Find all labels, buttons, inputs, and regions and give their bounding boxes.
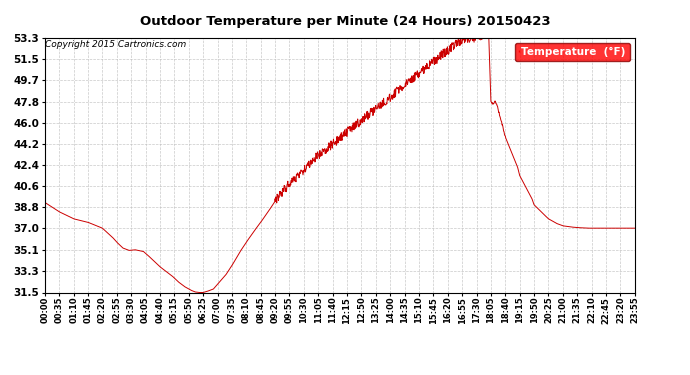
Text: Copyright 2015 Cartronics.com: Copyright 2015 Cartronics.com	[46, 40, 187, 49]
Text: Outdoor Temperature per Minute (24 Hours) 20150423: Outdoor Temperature per Minute (24 Hours…	[139, 15, 551, 28]
Legend: Temperature  (°F): Temperature (°F)	[515, 43, 629, 61]
